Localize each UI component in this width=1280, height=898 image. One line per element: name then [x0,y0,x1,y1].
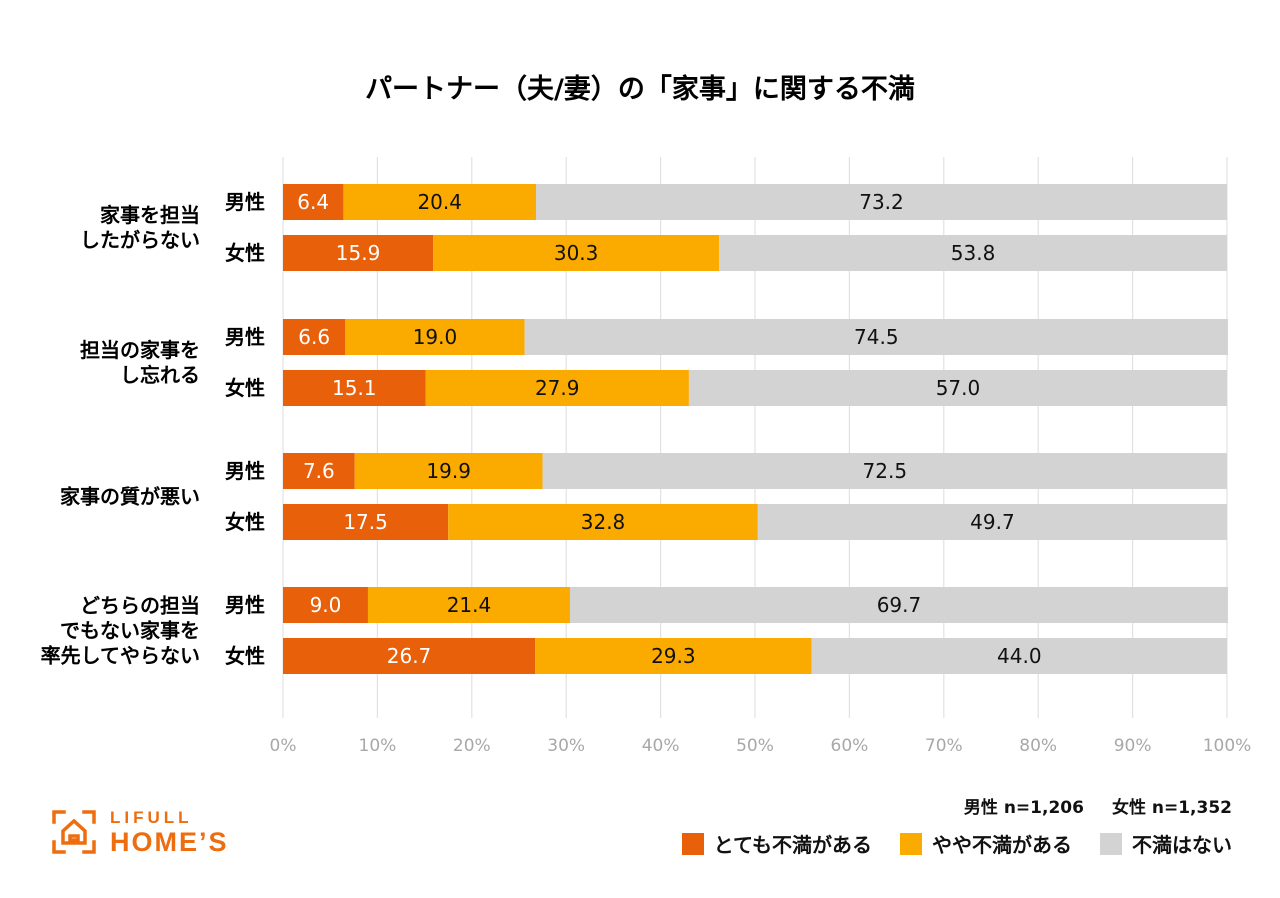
x-tick-label: 30% [547,736,585,756]
bar-segment [283,184,344,220]
x-tick-label: 80% [1019,736,1057,756]
category-label: し忘れる [120,363,200,387]
legend-item: やや不満がある [900,829,1072,858]
bar-value-label: 17.5 [343,510,388,534]
bar-segment [688,370,1227,406]
bar-value-label: 21.4 [447,593,492,617]
group-label: 女性 [225,510,265,534]
bar-value-label: 6.6 [298,325,330,349]
home-icon [52,810,96,854]
bar-segment [448,504,758,540]
brand-logo: LIFULL HOME’S [50,808,229,856]
group-label: 女性 [225,644,265,668]
bar-value-label: 74.5 [854,325,899,349]
legend-label: やや不満がある [932,833,1072,857]
sample-size-female: 女性 n=1,352 [1111,798,1232,818]
bars [283,184,1228,674]
bar-value-label: 20.4 [417,190,462,214]
bar-value-label: 32.8 [581,510,626,534]
x-tick-label: 60% [831,736,869,756]
brand-name-bottom: HOME’S [110,826,229,857]
legend-label: 不満はない [1132,833,1232,857]
group-label: 男性 [225,325,265,349]
category-label: でもない家事を [60,619,200,643]
x-tick-label: 40% [642,736,680,756]
bar-value-label: 15.9 [336,241,381,265]
x-tick-label: 20% [453,736,491,756]
x-axis-ticks: 0% 10% 20% 30% 40% 50% 60% 70% 80% 90% 100% [270,736,1252,756]
bar-segment [343,184,536,220]
bar-value-label: 57.0 [936,376,981,400]
bar-value-label: 15.1 [332,376,377,400]
category-label: どちらの担当 [80,594,200,618]
legend-label: とても不満がある [713,833,872,857]
legend-swatch [900,832,922,855]
x-tick-label: 10% [359,736,397,756]
bar-value-label: 26.7 [387,644,432,668]
bar-value-label: 9.0 [310,593,342,617]
category-label: 家事の質が悪い [60,485,200,509]
category-label: したがらない [80,228,200,252]
x-tick-label: 90% [1114,736,1152,756]
group-label: 男性 [225,190,265,214]
bar-value-label: 19.9 [426,459,471,483]
bar-value-label: 19.0 [413,325,458,349]
bar-value-label: 73.2 [859,190,904,214]
bar-value-label: 27.9 [535,376,580,400]
stacked-bar-chart: パートナー（夫/妻）の「家事」に関する不満 6.4 20.4 73.2 男性 15.9 3… [41,73,1252,756]
bar-value-label: 44.0 [997,644,1042,668]
bar-segment [524,319,1228,355]
bar-segment [757,504,1227,540]
sample-size-male: 男性 n=1,206 [963,798,1084,818]
x-tick-label: 50% [736,736,774,756]
bar-value-label: 69.7 [877,593,922,617]
bar-segment [535,638,812,674]
group-label: 女性 [225,376,265,400]
bar-segment [719,235,1227,271]
bar-segment [283,504,449,540]
bar-segment [354,453,543,489]
bar-value-label: 53.8 [951,241,996,265]
bar-value-label: 7.6 [303,459,335,483]
category-label: 担当の家事を [80,338,200,362]
chart-title: パートナー（夫/妻）の「家事」に関する不満 [365,73,915,105]
bar-segment [283,587,368,623]
legend-swatch [1100,832,1122,855]
legend-item: 不満はない [1100,829,1232,858]
bar-value-label: 29.3 [651,644,696,668]
bar-segment [542,453,1227,489]
bar-segment [811,638,1227,674]
x-tick-label: 0% [270,736,297,756]
bar-value-label: 72.5 [863,459,908,483]
legend-item: とても不満がある [681,829,872,858]
bar-segment [535,184,1227,220]
group-label: 男性 [225,459,265,483]
bar-value-label: 49.7 [970,510,1015,534]
bar-value-label: 30.3 [554,241,599,265]
bar-segment [283,638,536,674]
category-label: 家事を担当 [100,203,200,227]
bar-segment [283,235,434,271]
bar-segment [283,319,346,355]
brand-name-top: LIFULL [110,807,193,827]
bar-segment [345,319,525,355]
bar-segment [569,587,1228,623]
bar-segment [433,235,720,271]
category-label: 率先してやらない [41,644,200,668]
bar-segment [425,370,689,406]
bar-segment [367,587,570,623]
sample-size-note: 男性 n=1,206 女性 n=1,352 [936,793,1232,818]
x-tick-label: 70% [925,736,963,756]
bar-segment [283,453,355,489]
bar-segment [283,370,426,406]
legend: とても不満がある やや不満がある 不満はない [654,829,1232,858]
bar-value-label: 6.4 [297,190,329,214]
x-tick-label: 100% [1203,736,1252,756]
group-label: 男性 [225,593,265,617]
group-label: 女性 [225,241,265,265]
legend-swatch [681,832,704,855]
